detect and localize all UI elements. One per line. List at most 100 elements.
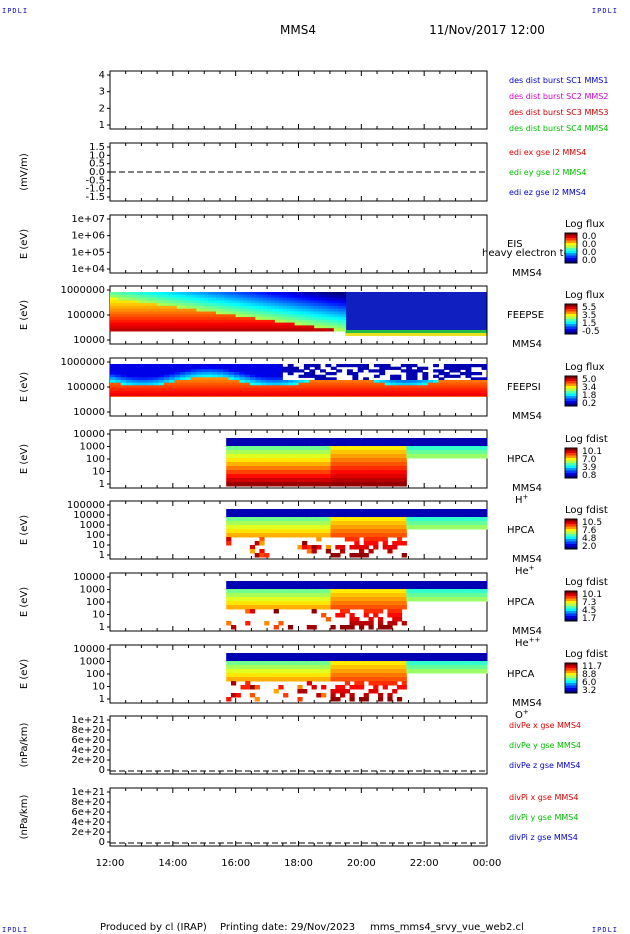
spacecraft-label: MMS4 bbox=[512, 411, 542, 422]
colorbar-tick-label: 1.7 bbox=[582, 614, 596, 624]
legend-entry: divPe x gse MMS4 bbox=[509, 721, 581, 730]
colorbar-segment bbox=[565, 596, 577, 599]
y-tick-label: 1 bbox=[99, 479, 105, 490]
colorbar-segment bbox=[565, 526, 577, 530]
species-label: He++ bbox=[515, 636, 541, 649]
colorbar-tick-label: 0.0 bbox=[582, 232, 597, 242]
y-tick-label: 2e+20 bbox=[71, 827, 105, 838]
y-tick-label: 10 bbox=[92, 467, 105, 478]
colorbar-segment bbox=[565, 329, 577, 332]
file-name-text: mms_mms4_srvy_vue_web2.cl bbox=[370, 922, 524, 933]
y-tick-label: 0 bbox=[99, 765, 105, 776]
colorbar-tick-label: 10.1 bbox=[582, 590, 602, 600]
y-axis-label: E (eV) bbox=[19, 444, 30, 474]
colorbar-segment bbox=[565, 321, 577, 325]
colorbar-segment bbox=[565, 541, 577, 545]
y-axis-label: E (eV) bbox=[19, 229, 30, 259]
colorbar-segment bbox=[565, 396, 577, 399]
colorbar-segment bbox=[565, 663, 577, 666]
colorbar-tick-label: 3.5 bbox=[582, 311, 596, 321]
colorbar-tick-label: 0.2 bbox=[582, 399, 596, 409]
feepse-spectrogram-pre bbox=[110, 292, 347, 332]
colorbar-tick-label: 7.0 bbox=[582, 455, 597, 465]
y-tick-label: 1e+07 bbox=[71, 214, 105, 225]
colorbar-segment bbox=[565, 240, 577, 244]
colorbar-tick-label: 1.5 bbox=[582, 319, 596, 329]
colorbar-segment bbox=[565, 378, 577, 382]
colorbar-frame bbox=[564, 590, 578, 622]
panel-edi: 1.51.00.50.0-0.5-1.0-1.5 (mV/m) edi ex gse… bbox=[19, 142, 587, 203]
instrument-label: HPCA bbox=[507, 454, 535, 465]
x-tick-label: 12:00 bbox=[96, 858, 125, 869]
colorbar-segment bbox=[565, 524, 577, 527]
colorbar-segment bbox=[565, 391, 577, 394]
colorbar-segment bbox=[565, 376, 577, 379]
spacecraft-label: MMS4 bbox=[512, 554, 542, 565]
colorbar-segment bbox=[565, 519, 577, 522]
spacecraft-label: MMS4 bbox=[512, 268, 542, 279]
colorbar-segment bbox=[565, 388, 577, 392]
colorbar-segment bbox=[565, 233, 577, 236]
colorbar-tick-label: 4.5 bbox=[582, 606, 596, 616]
hpca-o-spectrogram bbox=[226, 653, 488, 702]
colorbar-segment bbox=[565, 398, 577, 402]
x-tick-label: 18:00 bbox=[284, 858, 313, 869]
y-axis-label: (nPa/km) bbox=[19, 795, 30, 840]
panel-eis-frame bbox=[109, 214, 488, 274]
colorbar-segment bbox=[565, 235, 577, 239]
x-tick-label: 00:00 bbox=[473, 858, 502, 869]
y-tick-label: 10 bbox=[92, 540, 105, 551]
y-tick-label: 1000000 bbox=[60, 357, 105, 368]
y-tick-label: -0.5 bbox=[85, 175, 105, 186]
y-tick-label: 100 bbox=[86, 597, 105, 608]
colorbar-segment bbox=[565, 258, 577, 261]
panel-feepse: 1000000 100000 10000 E (eV) FEEPSE MMS4 Log fl… bbox=[19, 285, 605, 350]
colorbar-segment bbox=[565, 383, 577, 387]
printing-date-text: Printing date: 29/Nov/2023 bbox=[220, 922, 355, 933]
y-tick-label: 1e+04 bbox=[71, 264, 105, 275]
instrument-label: HPCA bbox=[507, 597, 535, 608]
colorbar-segment bbox=[565, 521, 577, 525]
corner-label-bottom-left: IPDLI bbox=[2, 926, 29, 934]
colorbar-segment bbox=[565, 591, 577, 594]
colorbar-tick-label: 1.8 bbox=[582, 391, 597, 401]
colorbar-segment bbox=[565, 403, 577, 407]
species-label: H+ bbox=[515, 493, 529, 506]
colorbar-segment bbox=[565, 603, 577, 607]
colorbar-segment bbox=[565, 690, 577, 694]
y-tick-label: 100000 bbox=[67, 310, 105, 321]
colorbar-segment bbox=[565, 470, 577, 474]
y-tick-label: -1.0 bbox=[85, 184, 105, 195]
spacecraft-label: MMS4 bbox=[512, 626, 542, 637]
colorbar-tick-label: 4.8 bbox=[582, 534, 597, 544]
eis-overlay-text: heavy electron to bbox=[482, 248, 570, 259]
y-tick-label: 8e+20 bbox=[71, 725, 105, 736]
y-tick-label: 4e+20 bbox=[71, 817, 105, 828]
colorbar-segment bbox=[565, 455, 577, 459]
colorbar-frame bbox=[564, 447, 578, 479]
y-tick-label: 1e+21 bbox=[71, 715, 105, 726]
colorbar-segment bbox=[565, 680, 577, 684]
legend-entry: divPe z gse MMS4 bbox=[509, 761, 580, 770]
colorbar-tick-label: 5.0 bbox=[582, 375, 597, 385]
colorbar-title: Log fdist bbox=[565, 505, 608, 516]
y-tick-label: 10000 bbox=[73, 407, 105, 418]
instrument-label: FEEPSE bbox=[507, 310, 544, 321]
y-tick-label: 10000 bbox=[73, 510, 105, 521]
colorbar-segment bbox=[565, 331, 577, 335]
colorbar-segment bbox=[565, 598, 577, 602]
colorbar-segment bbox=[565, 613, 577, 617]
y-tick-label: 0 bbox=[99, 837, 105, 848]
colorbar-segment bbox=[565, 255, 577, 259]
legend-entry: divPi z gse MMS4 bbox=[509, 833, 578, 842]
colorbar-segment bbox=[565, 678, 577, 681]
y-tick-label: -1.5 bbox=[85, 192, 105, 203]
legend-entry: edi ex gse l2 MMS4 bbox=[509, 148, 586, 157]
colorbar-frame bbox=[564, 662, 578, 694]
y-tick-label: 1.5 bbox=[89, 142, 105, 153]
colorbar-tick-label: 0.0 bbox=[582, 256, 597, 266]
legend-entry: divPi y gse MMS4 bbox=[509, 813, 578, 822]
